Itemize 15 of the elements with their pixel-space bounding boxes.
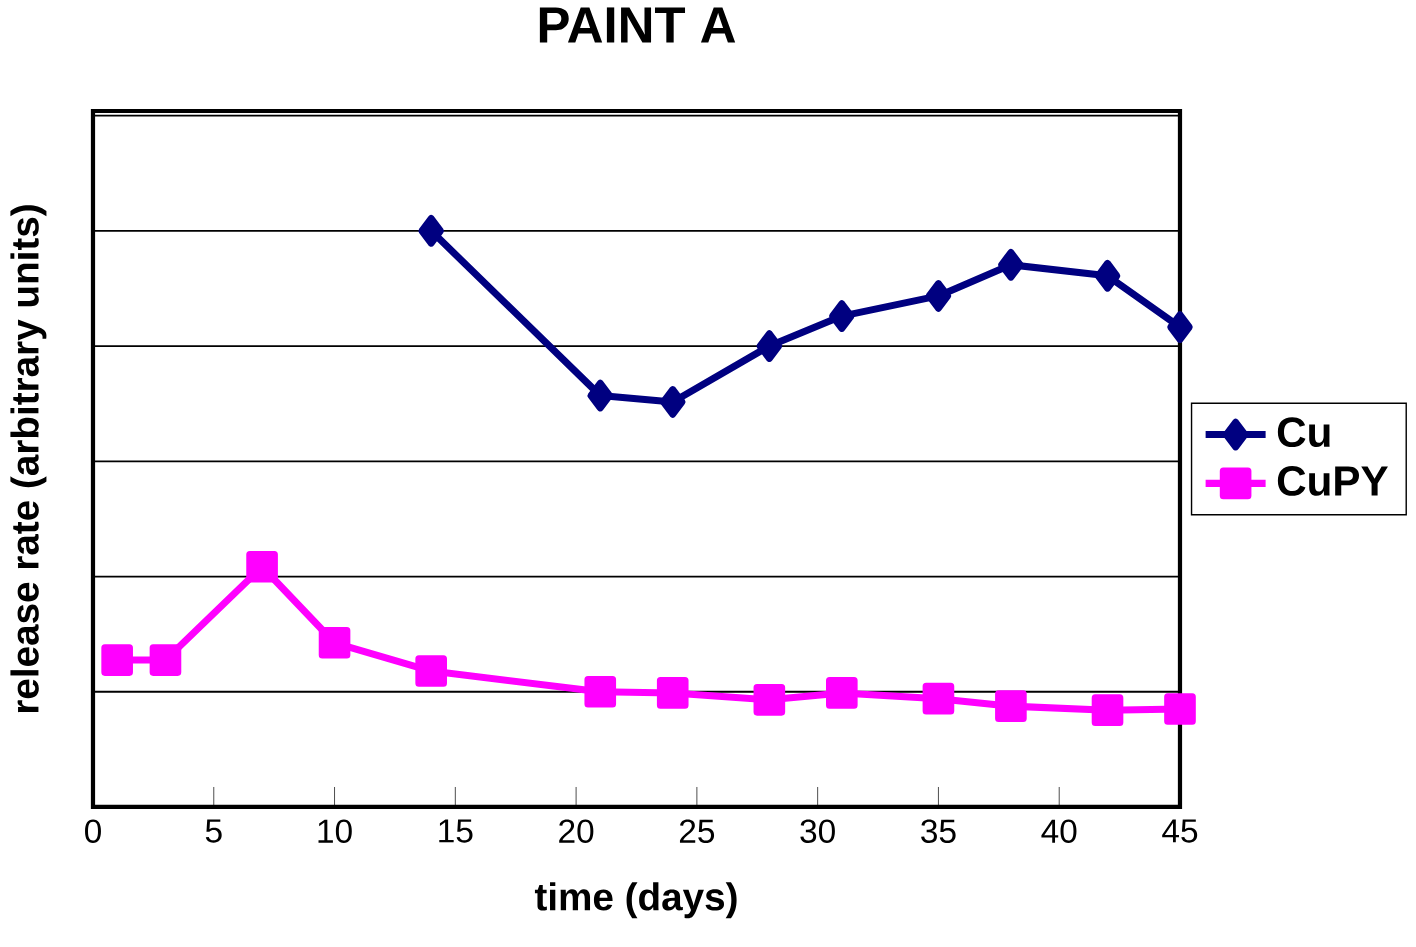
legend-label: CuPY [1277,466,1388,496]
chart-title: PAINT A [539,7,736,43]
x-tick-label: 10 [318,819,352,844]
x-tick-label: 25 [679,819,715,844]
legend-label: Cu [1277,417,1330,448]
x-tick-label: 0 [85,819,101,844]
x-tick-label: 45 [1162,819,1198,843]
x-tick-label: 5 [205,819,222,843]
x-tick-label: 35 [921,819,956,844]
x-axis-title: time (days) [534,882,737,919]
x-tick-label: 20 [559,819,594,844]
x-tick-label: 40 [1041,819,1077,844]
x-tick-label: 15 [439,819,473,843]
x-tick-label: 30 [800,819,835,844]
y-axis-title: release rate (arbitrary units) [10,205,47,713]
